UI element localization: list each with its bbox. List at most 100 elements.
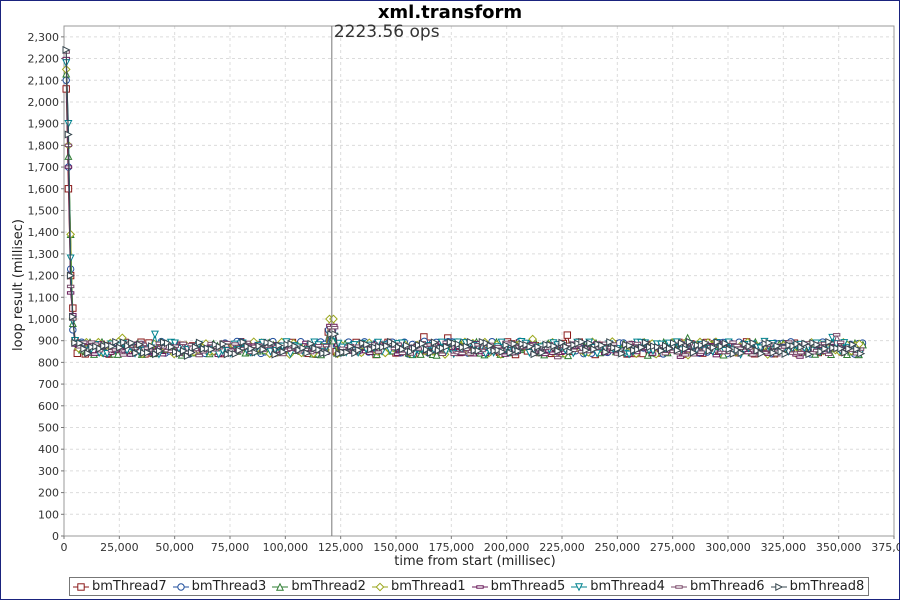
data-point	[64, 130, 73, 139]
y-tick-label: 1,500	[28, 204, 60, 217]
data-point	[140, 348, 149, 357]
data-point	[470, 346, 479, 355]
legend-item: bmThread7	[73, 579, 167, 594]
data-point	[797, 343, 806, 352]
data-point	[438, 344, 447, 353]
data-point	[514, 347, 523, 356]
data-point	[662, 341, 671, 350]
legend-label: bmThread2	[291, 579, 366, 594]
data-point	[438, 352, 446, 357]
data-point	[391, 340, 400, 349]
series-line	[65, 49, 862, 357]
data-point	[490, 346, 499, 355]
data-point	[697, 341, 706, 350]
data-point	[666, 344, 675, 353]
data-point	[721, 339, 730, 348]
data-point	[175, 349, 184, 358]
y-tick-label: 2,100	[28, 74, 60, 87]
x-tick-label: 50,000	[155, 541, 194, 554]
data-point	[330, 325, 339, 330]
data-point	[824, 352, 833, 357]
legend-marker	[475, 584, 484, 589]
data-point	[159, 345, 168, 349]
data-point	[494, 346, 503, 355]
data-point	[832, 333, 841, 337]
data-point	[283, 340, 292, 349]
x-tick-label: 75,000	[211, 541, 250, 554]
data-point	[69, 326, 77, 334]
data-point	[538, 348, 547, 357]
data-point	[275, 341, 284, 350]
y-tick-label: 1,600	[28, 183, 60, 196]
data-point	[219, 340, 228, 349]
data-point	[845, 344, 854, 353]
data-point	[88, 343, 97, 352]
data-point	[614, 344, 623, 353]
legend-swatch	[571, 582, 588, 591]
data-point	[753, 346, 762, 355]
data-point	[128, 338, 137, 347]
data-point	[737, 349, 746, 358]
data-point	[733, 346, 742, 355]
data-point	[594, 340, 603, 349]
data-point	[426, 348, 435, 357]
data-point	[199, 344, 208, 353]
data-point	[582, 346, 591, 355]
data-point	[322, 343, 331, 348]
data-point	[853, 345, 862, 354]
data-point	[598, 341, 607, 350]
y-tick-label: 300	[38, 465, 59, 478]
data-point	[243, 342, 252, 351]
y-tick-label: 600	[38, 400, 59, 413]
data-point	[179, 346, 188, 355]
series-line	[65, 80, 863, 356]
data-point	[773, 353, 781, 357]
x-tick-label: 125,000	[318, 541, 364, 554]
x-tick-label: 275,000	[650, 541, 696, 554]
grid	[63, 26, 895, 537]
data-point	[100, 341, 109, 350]
x-tick-label: 100,000	[263, 541, 309, 554]
y-axis: 0 100 200 300 400 500 600 700 800 900 1,000 1,100 1,…	[28, 31, 64, 543]
data-point	[432, 350, 441, 359]
data-point	[168, 342, 177, 351]
data-point	[203, 344, 212, 353]
x-tick-label: 350,000	[816, 541, 862, 554]
data-point	[693, 341, 702, 350]
x-tick-label: 325,000	[761, 541, 807, 554]
data-point	[737, 346, 745, 350]
data-point	[821, 344, 830, 353]
legend-swatch	[172, 582, 189, 591]
x-tick-label: 250,000	[595, 541, 641, 554]
y-tick-label: 400	[38, 443, 59, 456]
data-point	[347, 342, 356, 351]
data-point	[367, 345, 376, 354]
data-point	[602, 348, 611, 357]
data-point	[80, 344, 89, 353]
y-tick-label: 1,800	[28, 139, 60, 152]
data-point	[183, 351, 192, 360]
data-point	[518, 339, 527, 348]
y-tick-label: 1,700	[28, 161, 60, 174]
data-point	[590, 345, 599, 354]
data-point	[813, 340, 822, 349]
data-point	[757, 349, 766, 358]
y-tick-label: 700	[38, 378, 59, 391]
data-point	[91, 352, 99, 356]
data-point	[554, 355, 562, 360]
data-point	[546, 340, 555, 349]
data-point	[335, 349, 344, 358]
series-line	[65, 62, 861, 357]
data-point	[179, 341, 187, 346]
series-line	[65, 58, 860, 359]
data-point	[761, 339, 770, 348]
data-point	[502, 341, 511, 350]
y-tick-label: 1,400	[28, 226, 60, 239]
data-point	[642, 338, 651, 347]
data-point	[291, 342, 300, 351]
data-point	[733, 343, 741, 348]
data-point	[836, 340, 845, 344]
data-point	[713, 338, 722, 347]
data-point	[673, 346, 682, 355]
